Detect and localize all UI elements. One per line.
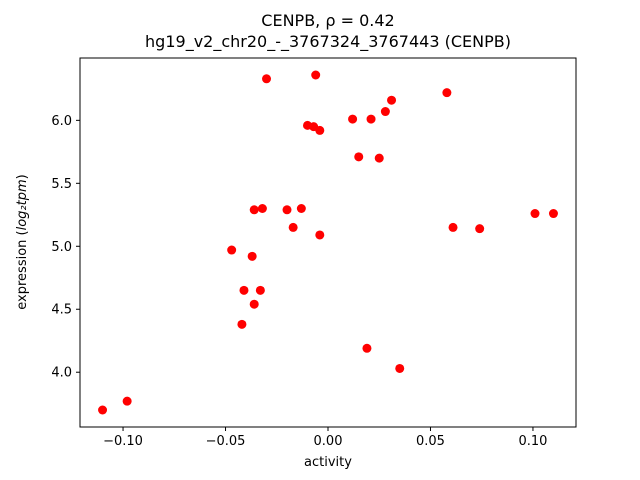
plot-border <box>79 57 577 428</box>
data-point <box>374 153 384 163</box>
chart-title-line2: hg19_v2_chr20_-_3767324_3767443 (CENPB) <box>145 32 511 52</box>
data-point <box>255 285 265 295</box>
data-point <box>249 299 259 309</box>
data-point <box>282 205 292 215</box>
x-tick-label: 0.10 <box>518 434 547 449</box>
y-axis-label-prefix: expression ( <box>15 230 30 309</box>
data-point <box>311 70 321 80</box>
data-point <box>380 107 390 117</box>
y-tick-label: 6.0 <box>51 114 72 129</box>
data-point <box>98 405 108 415</box>
data-point <box>288 222 298 232</box>
data-point <box>366 114 376 124</box>
data-point <box>442 88 452 98</box>
data-point <box>315 125 325 135</box>
data-point <box>257 203 267 213</box>
y-axis-label-math: log₂tpm <box>15 179 30 230</box>
data-point <box>530 209 540 219</box>
data-point <box>247 251 257 261</box>
data-point <box>395 363 405 373</box>
x-axis-label: activity <box>304 455 352 470</box>
y-tick-label: 4.0 <box>51 366 72 381</box>
data-point <box>362 343 372 353</box>
axis-ticks: −0.10 −0.05 0.00 0.05 0.10 4.0 4.5 5.0 5.5 6.0 <box>51 114 547 449</box>
y-axis-label: expression (log₂tpm) <box>15 174 30 309</box>
data-point <box>296 203 306 213</box>
data-point <box>448 222 458 232</box>
data-points <box>98 70 558 415</box>
y-tick-label: 4.5 <box>51 303 72 318</box>
data-point <box>262 74 272 84</box>
x-tick-label: −0.10 <box>103 434 143 449</box>
data-point <box>475 224 485 234</box>
y-tick-label: 5.5 <box>51 177 72 192</box>
x-tick-label: 0.00 <box>314 434 343 449</box>
data-point <box>348 114 358 124</box>
x-tick-label: −0.05 <box>206 434 246 449</box>
chart-title-line1: CENPB, ρ = 0.42 <box>261 11 394 30</box>
data-point <box>387 95 397 105</box>
y-tick-label: 5.0 <box>51 240 72 255</box>
data-point <box>315 230 325 240</box>
data-point <box>237 319 247 329</box>
data-point <box>249 205 259 215</box>
data-point <box>548 209 558 219</box>
data-point <box>354 152 364 162</box>
data-point <box>122 396 132 406</box>
x-tick-label: 0.05 <box>416 434 445 449</box>
data-point <box>239 285 249 295</box>
data-point <box>227 245 237 255</box>
y-axis-label-suffix: ) <box>15 174 30 179</box>
